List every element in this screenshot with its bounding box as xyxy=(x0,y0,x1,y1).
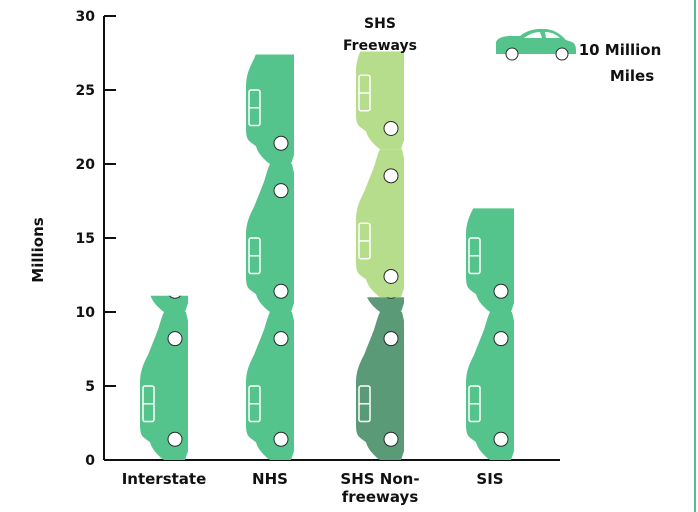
car-icon xyxy=(356,312,404,460)
legend: 10 Million Miles xyxy=(496,28,662,85)
right-border-rule xyxy=(694,0,696,512)
x-category-label: NHS xyxy=(252,470,288,488)
car-wheel-icon xyxy=(273,183,289,199)
bar-shs-non-freeways xyxy=(356,297,404,460)
car-icon xyxy=(140,312,188,460)
legend-wheel-icon xyxy=(505,47,519,61)
bar-nhs xyxy=(246,36,294,460)
car-icon xyxy=(466,312,514,460)
axes: 0 5 10 15 20 25 30 Millions xyxy=(29,9,560,469)
bar-shs-non-freeways xyxy=(356,51,404,298)
y-tick-label: 0 xyxy=(85,453,95,469)
car-wheel-icon xyxy=(274,36,288,50)
bar-interstate xyxy=(140,184,188,460)
y-tick-label: 30 xyxy=(76,9,96,25)
y-axis-label: Millions xyxy=(29,217,47,282)
car-wheel-icon xyxy=(273,283,289,299)
car-icon xyxy=(150,295,188,312)
car-wheel-icon xyxy=(273,135,289,151)
car-wheel-icon xyxy=(493,331,509,347)
annotation-label: SHS xyxy=(364,16,396,32)
car-wheel-icon xyxy=(493,431,509,447)
legend-label: 10 Million xyxy=(579,41,662,59)
car-icon xyxy=(356,149,404,298)
car-wheel-icon xyxy=(383,268,399,284)
legend-car-window-icon xyxy=(545,32,560,38)
x-category-label: SIS xyxy=(476,470,503,488)
x-category-label: freeways xyxy=(342,488,419,506)
car-wheel-icon xyxy=(493,283,509,299)
car-wheel-icon xyxy=(168,184,182,198)
car-wheel-icon xyxy=(273,331,289,347)
legend-label: Miles xyxy=(610,67,654,85)
x-category-label: SHS Non- xyxy=(340,470,419,488)
y-tick-label: 15 xyxy=(76,231,95,247)
y-tick-label: 5 xyxy=(85,379,95,395)
annotation-label: Freeways xyxy=(343,38,417,54)
car-icon xyxy=(246,312,294,460)
car-wheel-icon xyxy=(273,431,289,447)
car-wheel-icon xyxy=(494,184,508,198)
car-wheel-icon xyxy=(383,120,399,136)
bar-sis xyxy=(466,184,514,460)
car-wheel-icon xyxy=(168,295,182,299)
y-tick-label: 10 xyxy=(76,305,96,321)
x-category-label: Interstate xyxy=(122,470,207,488)
car-wheel-icon xyxy=(383,431,399,447)
car-window-icon xyxy=(143,238,154,274)
legend-wheel-icon xyxy=(555,47,569,61)
labels: Interstate NHS SHS Non-freeways SIS SHS Freew… xyxy=(122,16,504,506)
y-tick-label: 20 xyxy=(76,157,96,173)
car-icon xyxy=(367,297,404,312)
car-icon xyxy=(246,164,294,312)
car-wheel-icon xyxy=(383,168,399,184)
bars xyxy=(140,36,514,460)
car-wheel-icon xyxy=(383,331,399,347)
y-tick-label: 25 xyxy=(76,83,95,99)
car-wheel-icon xyxy=(386,297,396,299)
car-wheel-icon xyxy=(167,431,183,447)
legend-car-window-icon xyxy=(524,32,542,38)
car-wheel-icon xyxy=(167,331,183,347)
